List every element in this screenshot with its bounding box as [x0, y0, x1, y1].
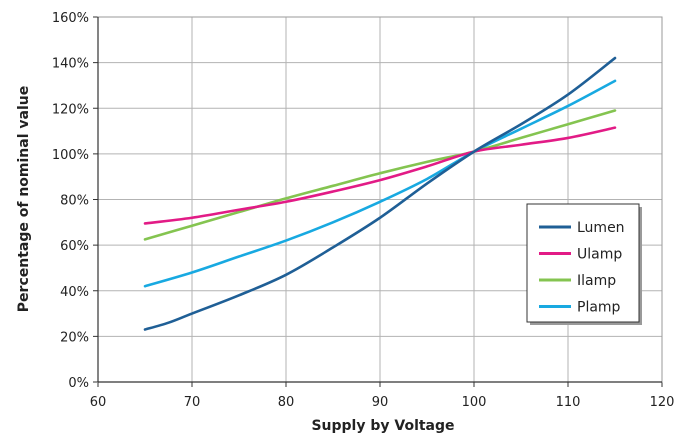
- y-tick-label: 0%: [68, 376, 89, 391]
- legend-label-ulamp: Ulamp: [577, 247, 622, 263]
- y-tick-label: 120%: [52, 102, 89, 117]
- legend-label-ilamp: Ilamp: [577, 273, 616, 289]
- x-tick-label: 120: [650, 395, 675, 410]
- y-tick-label: 40%: [60, 285, 89, 300]
- series-line-ilamp: [143, 109, 617, 241]
- legend-box: [526, 203, 640, 323]
- x-axis-title: Supply by Voltage: [311, 418, 454, 434]
- series-line-ulamp: [143, 126, 617, 225]
- grid-lines: [98, 16, 662, 382]
- y-tick-label: 80%: [60, 194, 89, 209]
- legend-label-lumen: Lumen: [577, 220, 625, 236]
- tick-labels: 60 70 80 90 100 110 120 0% 20% 40% 60% 80% 100% 120% 1…: [52, 11, 675, 410]
- x-tick-label: 100: [462, 395, 487, 410]
- y-tick-label: 100%: [52, 148, 89, 163]
- legend: Lumen Ulamp Ilamp Plamp: [526, 203, 642, 325]
- series-line-plamp: [143, 79, 617, 288]
- x-tick-label: 110: [556, 395, 581, 410]
- y-tick-label: 60%: [60, 239, 89, 254]
- y-tick-label: 140%: [52, 57, 89, 72]
- x-tick-label: 80: [278, 395, 295, 410]
- legend-label-plamp: Plamp: [577, 300, 621, 316]
- x-tick-label: 60: [90, 395, 107, 410]
- series-lines: [143, 56, 617, 331]
- y-tick-label: 160%: [52, 11, 89, 26]
- y-axis-title: Percentage of nominal value: [16, 86, 32, 312]
- x-tick-label: 90: [372, 395, 389, 410]
- y-tick-label: 20%: [60, 330, 89, 345]
- x-tick-label: 70: [184, 395, 201, 410]
- series-line-lumen: [143, 56, 617, 331]
- axes: [93, 16, 663, 387]
